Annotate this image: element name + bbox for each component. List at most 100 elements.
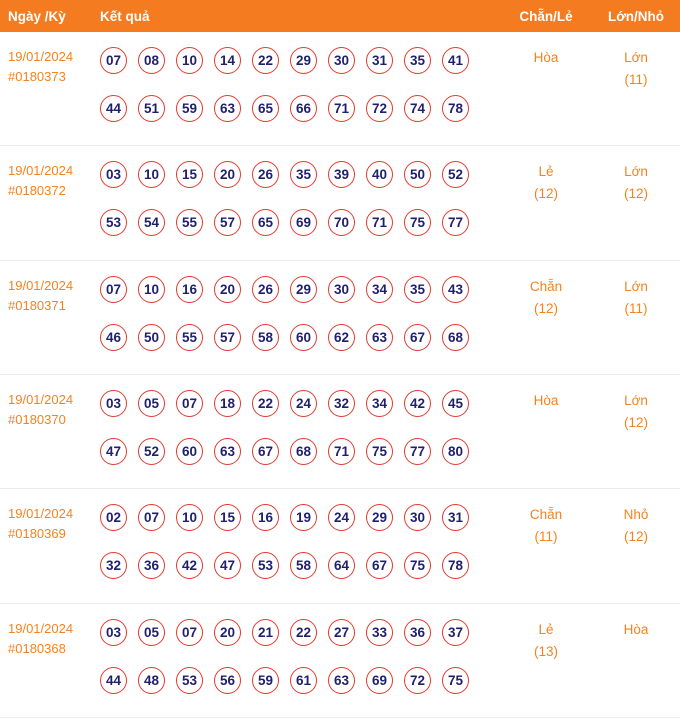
lottery-ball: 29 [290,275,317,303]
lottery-ball: 52 [442,161,469,189]
result-cell: 07 08 10 14 22 29 30 31 35 41 44 51 59 63 65 66 71 72 74 7… [96,47,500,145]
big-small-cell: Lớn (11) [592,276,680,374]
lottery-ball: 34 [366,389,393,417]
header-big-small: Lớn/Nhỏ [607,8,665,24]
lottery-ball: 36 [404,618,431,646]
lottery-ball: 15 [214,504,241,532]
lottery-ball: 72 [366,95,393,122]
lottery-ball: 53 [100,209,127,237]
lottery-ball: 26 [252,275,279,303]
lottery-ball: 10 [138,161,165,189]
big-small-label: Lớn [624,392,648,408]
draw-date-cell: 19/01/2024 #0180371 [0,276,96,374]
lottery-ball: 35 [404,275,431,303]
lottery-ball: 16 [176,275,203,303]
lottery-ball: 37 [442,618,469,646]
result-cell: 03 10 15 20 26 35 39 40 50 52 53 54 55 57 65 69 70 71 75 7… [96,161,500,259]
lottery-ball: 65 [252,95,279,122]
lottery-ball: 65 [252,209,279,237]
lottery-ball: 50 [138,323,165,351]
lottery-ball: 78 [442,552,469,580]
lottery-ball: 03 [100,161,127,189]
lottery-ball: 58 [252,323,279,351]
numbers-line-2: 53 54 55 57 65 69 70 71 75 77 [100,209,500,237]
lottery-ball: 75 [404,209,431,237]
lottery-ball: 10 [176,47,203,74]
lottery-ball: 27 [328,618,355,646]
even-odd-cell: Lẻ (12) [500,161,592,259]
lottery-ball: 63 [214,95,241,122]
lottery-ball: 02 [100,504,127,532]
result-cell: 07 10 16 20 26 29 30 34 35 43 46 50 55 57 58 60 62 63 67 6… [96,275,500,374]
numbers-line-1: 03 10 15 20 26 35 39 40 50 52 [100,161,500,189]
lottery-ball: 24 [290,389,317,417]
lottery-ball: 63 [366,323,393,351]
lottery-ball: 24 [328,504,355,532]
lottery-ball: 45 [442,389,469,417]
lottery-ball: 32 [328,389,355,417]
lottery-ball: 19 [290,504,317,532]
big-small-label: Nhỏ [623,507,649,523]
even-odd-label: Lẻ [538,164,554,180]
lottery-ball: 60 [290,323,317,351]
lottery-ball: 10 [176,504,203,532]
lottery-ball: 67 [252,437,279,465]
lottery-ball: 20 [214,618,241,646]
header-result: Kết quả [100,8,150,24]
lottery-ball: 40 [366,161,393,189]
big-small-cell: Nhỏ (12) [592,504,680,602]
big-small-cell: Lớn (11) [592,47,680,145]
lottery-ball: 33 [366,618,393,646]
table-row: 19/01/2024 #0180372 03 10 15 20 26 35 39 40 50 52… [0,146,680,261]
lottery-ball: 07 [176,389,203,417]
result-cell: 03 05 07 20 21 22 27 33 36 37 44 48 53 56 59 61 63 69 72 7… [96,618,500,717]
lottery-ball: 61 [290,666,317,694]
lottery-ball: 42 [176,552,203,580]
draw-id: #0180371 [8,297,66,313]
lottery-ball: 36 [138,552,165,580]
lottery-ball: 63 [214,437,241,465]
lottery-ball: 60 [176,437,203,465]
lottery-ball: 44 [100,666,127,694]
big-small-count: (12) [623,414,648,430]
lottery-ball: 08 [138,47,165,74]
lottery-ball: 67 [366,552,393,580]
header-even-odd: Chẵn/Lẻ [519,8,573,24]
lottery-ball: 67 [404,323,431,351]
lottery-ball: 20 [214,275,241,303]
lottery-ball: 35 [290,161,317,189]
lottery-ball: 78 [442,95,469,122]
numbers-line-2: 44 51 59 63 65 66 71 72 74 78 [100,95,500,122]
table-row: 19/01/2024 #0180373 07 08 10 14 22 29 30 31 35 41… [0,32,680,147]
lottery-ball: 22 [252,47,279,74]
draw-date-cell: 19/01/2024 #0180370 [0,390,96,488]
lottery-ball: 41 [442,47,469,74]
lottery-ball: 43 [442,275,469,303]
even-odd-label: Lẻ [538,621,554,637]
even-odd-cell: Hòa [500,47,592,145]
numbers-line-2: 46 50 55 57 58 60 62 63 67 68 [100,323,500,351]
lottery-ball: 16 [252,504,279,532]
table-row: 19/01/2024 #0180369 02 07 10 15 16 19 24 29 30 31… [0,489,680,604]
numbers-line-1: 03 05 07 20 21 22 27 33 36 37 [100,618,500,646]
lottery-ball: 07 [100,47,127,74]
draw-date: 19/01/2024 [8,49,74,64]
draw-date-cell: 19/01/2024 #0180369 [0,504,96,602]
lottery-ball: 55 [176,323,203,351]
lottery-ball: 34 [366,275,393,303]
table-row: 19/01/2024 #0180368 03 05 07 20 21 22 27 33 36 37… [0,604,680,718]
lottery-ball: 42 [404,389,431,417]
lottery-ball: 74 [404,95,431,122]
draw-date-cell: 19/01/2024 #0180368 [0,619,96,717]
lottery-ball: 07 [100,275,127,303]
lottery-ball: 54 [138,209,165,237]
lottery-ball: 03 [100,618,127,646]
lottery-ball: 21 [252,618,279,646]
lottery-ball: 03 [100,389,127,417]
numbers-line-1: 07 08 10 14 22 29 30 31 35 41 [100,47,500,74]
lottery-ball: 35 [404,47,431,74]
lottery-ball: 72 [404,666,431,694]
lottery-ball: 47 [100,437,127,465]
numbers-line-1: 03 05 07 18 22 24 32 34 42 45 [100,389,500,417]
lottery-ball: 52 [138,437,165,465]
